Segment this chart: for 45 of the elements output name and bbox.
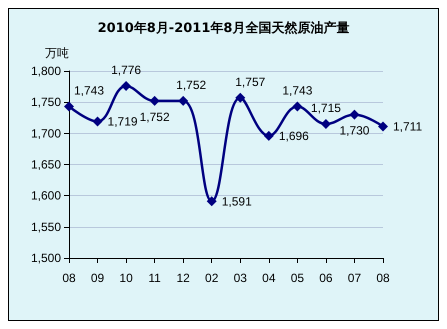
x-tick-label: 06 xyxy=(319,271,333,285)
text: 1,752 xyxy=(140,110,170,124)
point xyxy=(320,118,331,129)
y-tick-label: 1,750 xyxy=(30,95,62,110)
text: 1,776 xyxy=(111,62,142,77)
x-tick-label: 11 xyxy=(148,271,162,285)
point xyxy=(378,121,388,132)
text: 1,591 xyxy=(222,194,252,208)
point xyxy=(150,96,160,106)
x-tick-label: 02 xyxy=(205,271,219,285)
point xyxy=(235,92,246,103)
text: 1,715 xyxy=(310,100,341,115)
y-tick-label: 1,650 xyxy=(30,158,62,172)
text: 1,752 xyxy=(176,78,206,92)
x-tick-label: 10 xyxy=(119,271,134,285)
text: 1,743 xyxy=(282,84,312,98)
point xyxy=(121,80,132,91)
point xyxy=(64,102,74,112)
y-tick-label: 1,500 xyxy=(30,251,62,265)
x-tick-label: 12 xyxy=(176,271,190,285)
point xyxy=(292,102,302,112)
point xyxy=(178,96,188,106)
y-tick-label: 1,600 xyxy=(30,188,62,203)
x-tick-label: 04 xyxy=(262,271,276,285)
text: 1,711 xyxy=(393,119,422,134)
point xyxy=(349,110,360,120)
x-tick-label: 09 xyxy=(90,271,105,285)
x-tick-label: 07 xyxy=(348,271,362,285)
point xyxy=(92,116,103,126)
x-tick-label: 03 xyxy=(234,271,248,285)
y-tick-label: 1,700 xyxy=(30,126,62,140)
y-tick-label: 1,800 xyxy=(30,64,62,78)
x-tick-label: 05 xyxy=(290,271,304,285)
text: 1,696 xyxy=(278,128,309,143)
point xyxy=(264,130,274,141)
x-tick-label: 08 xyxy=(376,271,390,285)
text: 1,719 xyxy=(108,114,138,128)
text: 1,730 xyxy=(339,124,370,138)
y-tick-label: 1,550 xyxy=(30,220,62,234)
x-tick-label: 08 xyxy=(62,271,76,285)
text: 1,743 xyxy=(74,84,104,98)
point xyxy=(206,196,217,206)
y-axis-title: 万吨 xyxy=(45,46,69,60)
text: 1,757 xyxy=(235,74,266,89)
chart-title: 2010年8月-2011年8月全国天然原油产量 xyxy=(98,20,350,36)
